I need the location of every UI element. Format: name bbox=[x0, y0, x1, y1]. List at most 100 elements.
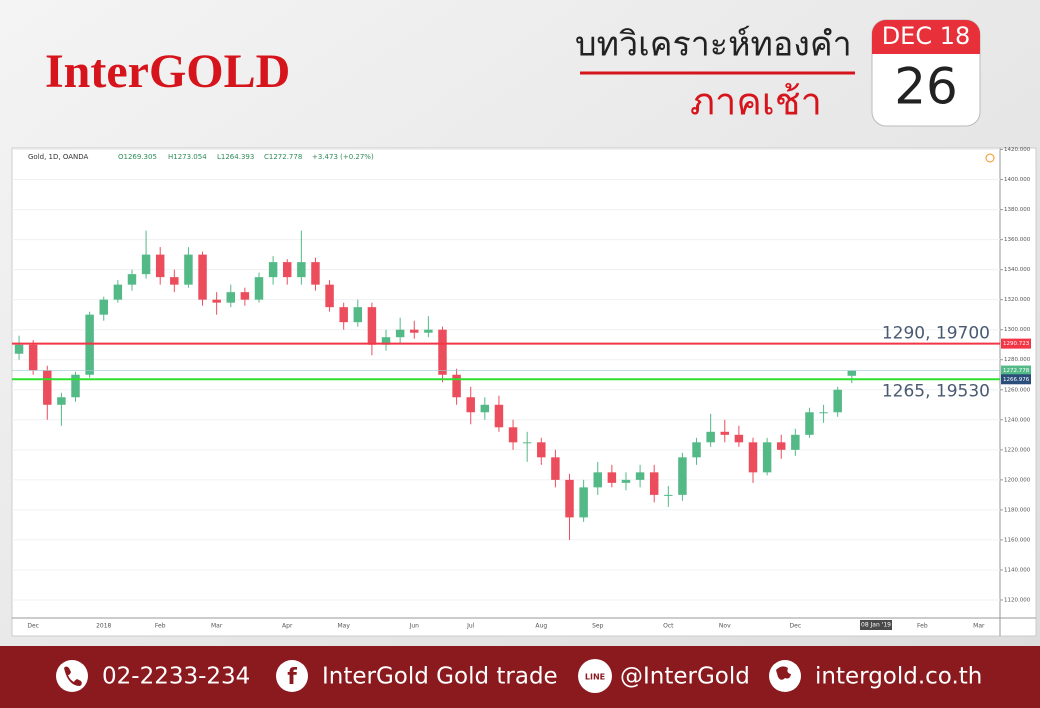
change-label: +3.473 (+0.27%) bbox=[312, 153, 374, 161]
candle-body bbox=[508, 427, 518, 443]
candle-body bbox=[551, 457, 560, 480]
candle-body bbox=[282, 262, 292, 278]
candle-body bbox=[99, 299, 108, 315]
candle-body bbox=[212, 299, 221, 303]
candle-body bbox=[664, 494, 673, 496]
candle-body bbox=[71, 374, 80, 398]
header-title: บทวิเคราะห์ทองคำ bbox=[575, 25, 852, 65]
candle-body bbox=[141, 254, 151, 275]
candle-body bbox=[466, 397, 475, 413]
y-tick-label: 1380.000 bbox=[1004, 207, 1031, 213]
level-box bbox=[1001, 374, 1031, 385]
y-tick-label: 1320.000 bbox=[1004, 297, 1031, 303]
calendar-icon: DEC 18 26 bbox=[871, 19, 981, 127]
candle-body bbox=[226, 292, 236, 303]
candle-body bbox=[593, 472, 602, 488]
candle-body bbox=[635, 472, 645, 480]
x-tick-label: Feb bbox=[155, 623, 166, 630]
level-label: 1266.976 bbox=[1003, 377, 1030, 383]
facebook-glyph: f bbox=[287, 665, 297, 690]
candle-body bbox=[57, 397, 66, 405]
candle-body bbox=[522, 442, 532, 444]
candle-body bbox=[85, 314, 94, 375]
last-price-box bbox=[1001, 365, 1031, 376]
x-tick-label: May bbox=[337, 623, 350, 630]
candle-body bbox=[438, 329, 447, 375]
candle-body bbox=[28, 344, 38, 371]
candle-body bbox=[424, 329, 433, 333]
candle-body bbox=[776, 442, 786, 450]
candle-body bbox=[833, 389, 842, 413]
candle-body bbox=[268, 262, 278, 278]
x-tick-label: Dec bbox=[27, 623, 39, 630]
calendar-day: 26 bbox=[894, 58, 958, 116]
candle-body bbox=[565, 479, 574, 518]
plot: 1120.000 1140.000 1160.000 1180.000 1200.000… bbox=[12, 147, 1031, 630]
x-tick-label: Feb bbox=[917, 623, 928, 630]
candle-body bbox=[452, 374, 461, 398]
y-tick-label: 1260.000 bbox=[1004, 387, 1031, 393]
y-tick-label: 1300.000 bbox=[1004, 327, 1031, 333]
candle-body bbox=[254, 277, 264, 300]
open-label: O1269.305 bbox=[118, 153, 157, 161]
brand-logo: InterGOLD bbox=[45, 45, 290, 98]
y-tick-label: 1360.000 bbox=[1004, 237, 1031, 243]
candle-body bbox=[762, 442, 772, 473]
line-icon bbox=[578, 659, 612, 693]
candle-body bbox=[847, 370, 857, 376]
candle-body bbox=[297, 262, 306, 278]
x-tick-label: Aug bbox=[535, 623, 547, 630]
x-tick-label: Oct bbox=[663, 623, 674, 630]
y-tick-label: 1180.000 bbox=[1004, 507, 1031, 513]
x-tick-label: Jun bbox=[409, 623, 420, 630]
candle-body bbox=[819, 412, 828, 414]
x-tick-label: Sep bbox=[592, 623, 604, 630]
y-tick-label: 1120.000 bbox=[1004, 597, 1031, 603]
y-tick-label: 1280.000 bbox=[1004, 357, 1031, 363]
candle-body bbox=[311, 262, 320, 285]
candle-body bbox=[649, 472, 659, 495]
x-tick-label: 2018 bbox=[96, 623, 111, 630]
candle-body bbox=[607, 472, 617, 483]
candle-body bbox=[579, 487, 588, 518]
candle-body bbox=[155, 254, 165, 278]
y-tick-label: 1420.000 bbox=[1004, 147, 1031, 153]
level-label: 1290.723 bbox=[1003, 341, 1030, 347]
candle-body bbox=[720, 431, 730, 435]
footer-phone: 02-2233-234 bbox=[102, 664, 250, 690]
calendar-month: DEC 18 bbox=[882, 22, 971, 50]
y-tick-label: 1160.000 bbox=[1004, 537, 1031, 543]
candle-body bbox=[170, 277, 179, 285]
candle-body bbox=[734, 434, 744, 443]
candle-body bbox=[494, 404, 504, 428]
y-tick-label: 1400.000 bbox=[1004, 177, 1031, 183]
x-tick-label: Mar bbox=[211, 623, 223, 630]
symbol: Gold, 1D, OANDA bbox=[28, 153, 89, 161]
level-note: 1290, 19700 bbox=[882, 324, 990, 344]
candle-body bbox=[480, 404, 490, 413]
candle-body bbox=[537, 442, 546, 458]
x-tick-label: Jul bbox=[466, 623, 475, 630]
candle-body bbox=[353, 307, 363, 323]
x-tick-label: Nov bbox=[719, 623, 731, 630]
candle-body bbox=[692, 442, 701, 458]
level-box bbox=[1001, 338, 1031, 349]
footer-website: intergold.co.th bbox=[815, 664, 982, 690]
close-label: C1272.778 bbox=[264, 153, 302, 161]
crosshair-box bbox=[860, 620, 892, 630]
y-tick-label: 1340.000 bbox=[1004, 267, 1031, 273]
chart-panel bbox=[11, 147, 1037, 637]
y-tick-label: 1220.000 bbox=[1004, 447, 1031, 453]
web-glyph bbox=[776, 666, 791, 680]
candle-body bbox=[748, 442, 758, 473]
candle-body bbox=[14, 344, 24, 354]
candle-body bbox=[678, 457, 687, 495]
candle-body bbox=[706, 431, 715, 443]
phone-icon bbox=[56, 660, 88, 692]
y-tick-label: 1200.000 bbox=[1004, 477, 1031, 483]
candle-body bbox=[381, 337, 391, 345]
level-note: 1265, 19530 bbox=[882, 381, 990, 401]
candle-body bbox=[395, 329, 405, 338]
y-tick-label: 1140.000 bbox=[1004, 567, 1031, 573]
